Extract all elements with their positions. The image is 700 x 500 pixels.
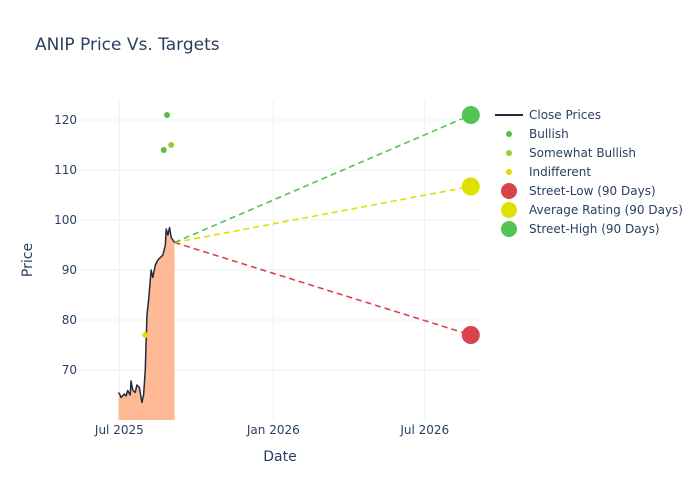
target-line <box>174 114 472 244</box>
x-tick-label: Jul 2025 <box>94 423 144 437</box>
legend-marker-swatch <box>501 221 517 237</box>
legend-label: Close Prices <box>529 108 601 122</box>
close-price-line <box>117 226 176 404</box>
x-tick-label: Jan 2026 <box>246 423 300 437</box>
legend-dot-swatch <box>506 131 512 137</box>
chart-title: ANIP Price Vs. Targets <box>35 35 220 55</box>
target-marker <box>461 177 480 196</box>
y-tick-label: 120 <box>54 113 77 127</box>
legend-label: Somewhat Bullish <box>529 146 636 160</box>
legend: Close Prices Bullish Somewhat Bullish Indif… <box>495 108 683 237</box>
target-lines <box>174 114 472 336</box>
target-markers <box>461 106 480 344</box>
y-axis-ticks: 70 80 90 100 110 120 <box>54 113 77 377</box>
legend-marker-swatch <box>501 202 517 218</box>
rating-point <box>142 332 149 338</box>
target-line <box>174 241 472 336</box>
legend-label: Street-High (90 Days) <box>529 222 660 236</box>
x-axis-title: Date <box>263 449 296 465</box>
legend-dot-swatch <box>506 169 512 175</box>
rating-point <box>164 112 171 118</box>
y-axis-title: Price <box>20 243 36 277</box>
legend-label: Street-Low (90 Days) <box>529 184 656 198</box>
grid <box>80 100 480 420</box>
close-price-line-layer <box>117 226 176 404</box>
y-tick-label: 100 <box>54 213 77 227</box>
target-line <box>174 185 471 244</box>
legend-dot-swatch <box>506 150 512 156</box>
x-tick-label: Jul 2026 <box>399 423 449 437</box>
rating-points <box>142 112 175 338</box>
y-tick-label: 80 <box>62 313 77 327</box>
close-price-area-layer <box>118 227 175 420</box>
rating-point <box>168 142 175 148</box>
target-marker <box>461 106 480 124</box>
legend-marker-swatch <box>501 183 517 199</box>
rating-point <box>160 147 167 153</box>
y-tick-label: 110 <box>54 163 77 177</box>
legend-label: Average Rating (90 Days) <box>529 203 683 217</box>
x-axis-ticks: Jul 2025 Jan 2026 Jul 2026 <box>94 423 449 437</box>
legend-label: Indifferent <box>529 165 591 179</box>
y-tick-label: 90 <box>62 263 77 277</box>
y-tick-label: 70 <box>62 363 77 377</box>
close-price-area <box>118 227 175 420</box>
legend-label: Bullish <box>529 127 569 141</box>
target-marker <box>461 326 480 344</box>
